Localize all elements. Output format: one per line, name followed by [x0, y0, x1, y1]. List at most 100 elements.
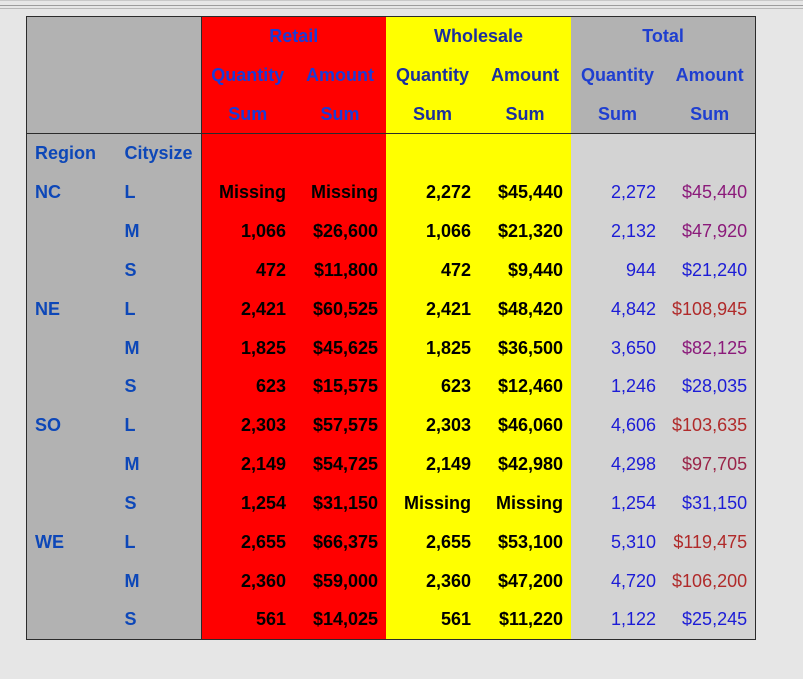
header-group-total: Total: [571, 16, 756, 56]
table-row: M 1,825 $45,625 1,825 $36,500 3,650 $82,125: [26, 328, 756, 368]
wholesale-quantity-cell: 1,825: [386, 328, 480, 368]
retail-quantity-cell: 1,066: [201, 212, 295, 251]
citysize-cell: M: [116, 328, 202, 368]
header-stat: Sum: [571, 94, 665, 135]
total-quantity-cell: 4,842: [571, 289, 665, 329]
retail-amount-cell: $57,575: [294, 406, 387, 446]
table-row: NE L 2,421 $60,525 2,421 $48,420 4,842 $108,945: [26, 289, 756, 329]
citysize-cell: M: [116, 561, 202, 601]
wholesale-quantity-cell: 2,360: [386, 561, 480, 601]
wholesale-quantity-cell: 623: [386, 367, 480, 407]
header-stat: Sum: [664, 94, 756, 135]
retail-quantity-cell: 2,421: [201, 289, 295, 329]
total-amount-cell: $82,125: [664, 328, 756, 368]
retail-quantity-cell: 2,360: [201, 561, 295, 601]
empty-cell: [571, 133, 665, 174]
retail-quantity-cell: 2,149: [201, 445, 295, 484]
wholesale-amount-cell: Missing: [479, 483, 572, 523]
retail-quantity-cell: 2,655: [201, 522, 295, 562]
table-row: S 472 $11,800 472 $9,440 944 $21,240: [26, 250, 756, 290]
header-stat: Sum: [200, 94, 295, 135]
table-row: M 1,066 $26,600 1,066 $21,320 2,132 $47,920: [26, 212, 756, 251]
wholesale-quantity-cell: 561: [386, 600, 480, 641]
row-label-header: Region Citysize: [26, 133, 756, 174]
wholesale-quantity-cell: 2,149: [386, 445, 480, 484]
empty-cell: [294, 133, 387, 174]
citysize-cell: S: [116, 367, 202, 407]
retail-quantity-cell: 472: [201, 250, 295, 290]
wholesale-amount-cell: $9,440: [479, 250, 572, 290]
citysize-cell: L: [116, 173, 202, 213]
wholesale-amount-cell: $47,200: [479, 561, 572, 601]
total-quantity-cell: 944: [571, 250, 665, 290]
header-corner: [26, 16, 202, 56]
empty-cell: [201, 133, 295, 174]
retail-amount-cell: $59,000: [294, 561, 387, 601]
table-row: M 2,360 $59,000 2,360 $47,200 4,720 $106,200: [26, 561, 756, 601]
header-stat: Sum: [479, 94, 572, 135]
retail-amount-cell: Missing: [294, 173, 387, 213]
retail-quantity-cell: 2,303: [201, 406, 295, 446]
total-amount-cell: $47,920: [664, 212, 756, 251]
retail-quantity-cell: 1,825: [201, 328, 295, 368]
wholesale-quantity-cell: 2,655: [386, 522, 480, 562]
header-measure: Amount: [479, 55, 572, 95]
wholesale-quantity-cell: 1,066: [386, 212, 480, 251]
region-cell: [26, 561, 117, 601]
retail-amount-cell: $26,600: [294, 212, 387, 251]
total-quantity-cell: 2,132: [571, 212, 665, 251]
wholesale-quantity-cell: Missing: [386, 483, 480, 523]
table-row: NC L Missing Missing 2,272 $45,440 2,272 $45,44…: [26, 173, 756, 213]
total-amount-cell: $21,240: [664, 250, 756, 290]
header-measure: Amount: [294, 55, 387, 95]
wholesale-amount-cell: $42,980: [479, 445, 572, 484]
retail-amount-cell: $15,575: [294, 367, 387, 407]
citysize-cell: S: [116, 250, 202, 290]
retail-amount-cell: $11,800: [294, 250, 387, 290]
empty-cell: [664, 133, 756, 174]
retail-amount-cell: $45,625: [294, 328, 387, 368]
empty-cell: [386, 133, 480, 174]
header-group-wholesale: Wholesale: [386, 16, 572, 56]
header-measure: Quantity: [386, 55, 480, 95]
retail-amount-cell: $31,150: [294, 483, 387, 523]
citysize-cell: L: [116, 406, 202, 446]
retail-quantity-cell: 561: [201, 600, 295, 641]
total-quantity-cell: 1,122: [571, 600, 665, 641]
table-row: S 1,254 $31,150 Missing Missing 1,254 $31,150: [26, 483, 756, 523]
total-quantity-cell: 1,246: [571, 367, 665, 407]
citysize-cell: S: [116, 600, 202, 641]
total-amount-cell: $106,200: [664, 561, 756, 601]
table-row: S 561 $14,025 561 $11,220 1,122 $25,245: [26, 600, 756, 641]
citysize-cell: M: [116, 445, 202, 484]
region-cell: [26, 367, 117, 407]
retail-quantity-cell: 1,254: [201, 483, 295, 523]
wholesale-quantity-cell: 2,272: [386, 173, 480, 213]
table-row: WE L 2,655 $66,375 2,655 $53,100 5,310 $119,475: [26, 522, 756, 562]
retail-amount-cell: $66,375: [294, 522, 387, 562]
wholesale-amount-cell: $36,500: [479, 328, 572, 368]
retail-amount-cell: $60,525: [294, 289, 387, 329]
total-amount-cell: $45,440: [664, 173, 756, 213]
total-amount-cell: $97,705: [664, 445, 756, 484]
total-quantity-cell: 4,298: [571, 445, 665, 484]
retail-quantity-cell: Missing: [201, 173, 295, 213]
total-quantity-cell: 4,720: [571, 561, 665, 601]
table-row: S 623 $15,575 623 $12,460 1,246 $28,035: [26, 367, 756, 407]
region-cell: [26, 483, 117, 523]
citysize-cell: M: [116, 212, 202, 251]
header-row-stats: Sum Sum Sum Sum Sum Sum: [26, 94, 756, 135]
region-cell: [26, 212, 117, 251]
header-stat: Sum: [386, 94, 480, 135]
header-measure: Amount: [664, 55, 756, 95]
wholesale-quantity-cell: 472: [386, 250, 480, 290]
wholesale-amount-cell: $11,220: [479, 600, 572, 641]
retail-amount-cell: $14,025: [294, 600, 387, 641]
header-stat: Sum: [294, 94, 387, 135]
total-quantity-cell: 3,650: [571, 328, 665, 368]
table-row: M 2,149 $54,725 2,149 $42,980 4,298 $97,705: [26, 445, 756, 484]
region-cell: [26, 600, 117, 641]
total-amount-cell: $31,150: [664, 483, 756, 523]
header-group-retail: Retail: [200, 16, 387, 56]
wholesale-amount-cell: $53,100: [479, 522, 572, 562]
